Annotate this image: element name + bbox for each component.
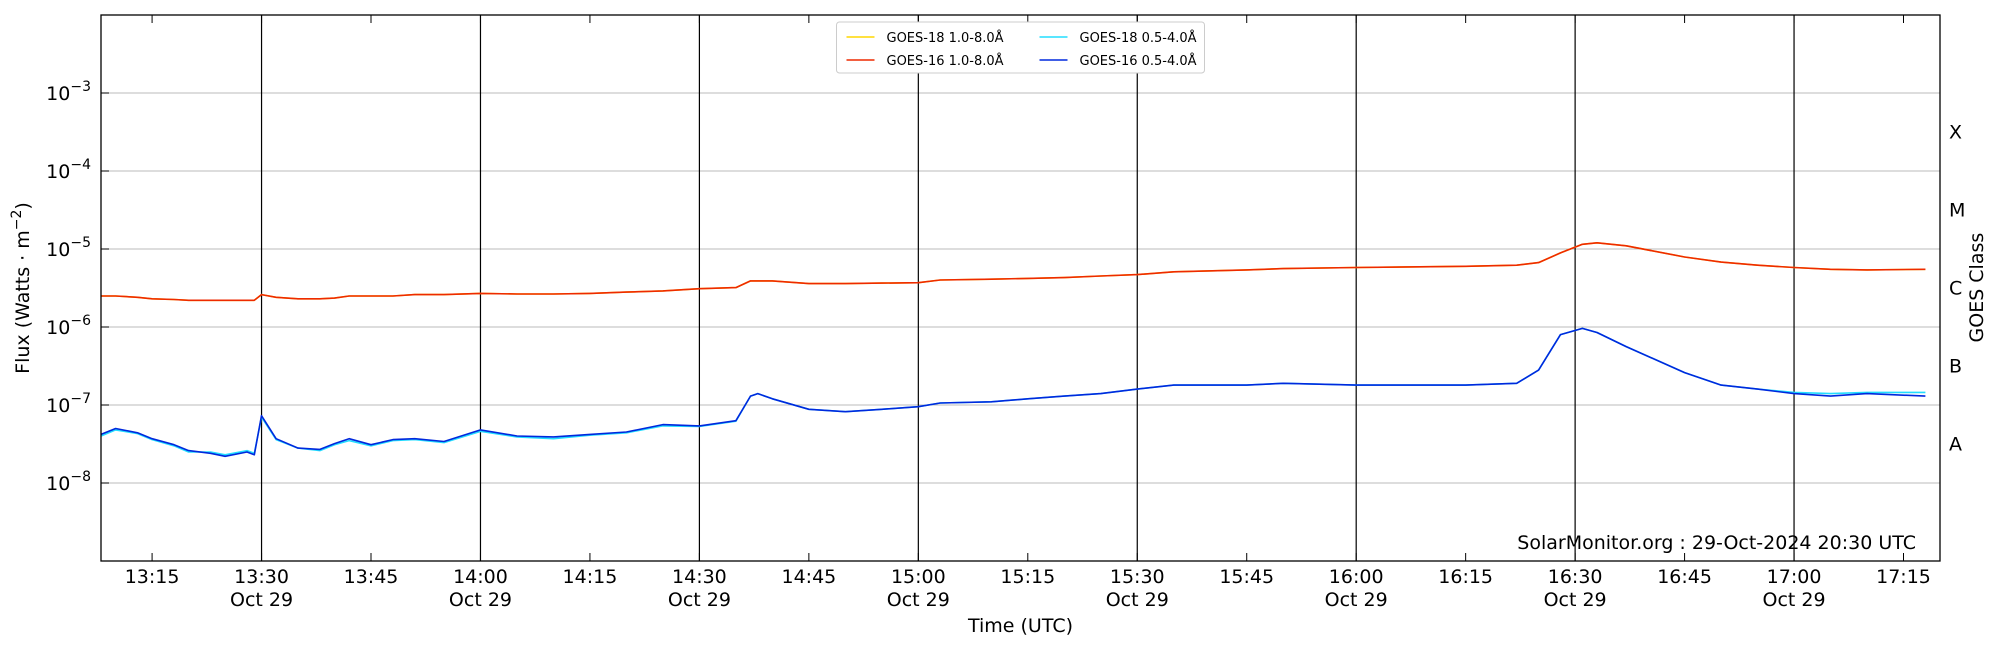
y2-tick-label: A <box>1949 434 1962 456</box>
x-tick-label: 13:30 <box>234 566 289 588</box>
y-tick-exponent: −6 <box>70 313 91 329</box>
x-tick-label: Oct 29 <box>887 589 950 611</box>
y-tick-base: 10 <box>46 83 70 105</box>
y-tick-base: 10 <box>46 395 70 417</box>
y2-tick-label: M <box>1949 200 1965 222</box>
x-tick-label: 15:45 <box>1219 566 1274 588</box>
y-tick-exponent: −7 <box>70 391 91 407</box>
series-line <box>101 242 1926 302</box>
legend-box <box>836 21 1205 74</box>
y-tick-base: 10 <box>46 161 70 183</box>
y-axis-label: Flux (Watts · m−2) <box>9 202 34 374</box>
x-tick-label: 13:45 <box>344 566 399 588</box>
y-label-base: Flux (Watts · m <box>12 230 34 374</box>
x-tick-label: 14:45 <box>781 566 836 588</box>
x-tick-label: 14:00 <box>453 566 508 588</box>
x-tick-label: Oct 29 <box>1325 589 1388 611</box>
legend-label: GOES-16 0.5-4.0Å <box>1080 53 1197 69</box>
y-tick-exponent: −3 <box>70 79 91 95</box>
plot-frame <box>100 14 1941 562</box>
y-tick-base: 10 <box>46 239 70 261</box>
annotation: SolarMonitor.org : 29-Oct-2024 20:30 UTC <box>1517 532 1916 554</box>
y-tick-exponent: −4 <box>70 157 91 173</box>
y-label-end: ) <box>12 202 34 209</box>
x-tick-label: 15:30 <box>1110 566 1165 588</box>
y-tick-base: 10 <box>46 473 70 495</box>
y2-tick-label: B <box>1949 356 1962 378</box>
legend-label: GOES-16 1.0-8.0Å <box>887 53 1004 69</box>
y-tick-label: 10−6 <box>46 313 91 339</box>
y-tick-exponent: −8 <box>70 469 91 485</box>
y2-axis-label: GOES Class <box>1966 233 1988 343</box>
x-tick-label: 16:45 <box>1657 566 1712 588</box>
y-tick-label: 10−7 <box>46 391 91 417</box>
x-tick-label: Oct 29 <box>1544 589 1607 611</box>
legend-label: GOES-18 0.5-4.0Å <box>1080 30 1197 46</box>
y-tick-label: 10−8 <box>46 469 91 495</box>
x-tick-label: Oct 29 <box>449 589 512 611</box>
x-tick-label: 17:15 <box>1876 566 1931 588</box>
x-tick-label: Oct 29 <box>230 589 293 611</box>
y-tick-label: 10−5 <box>46 235 91 261</box>
y2-tick-label: C <box>1949 278 1962 300</box>
y-tick-exponent: −5 <box>70 235 91 251</box>
x-tick-label: 15:00 <box>891 566 946 588</box>
x-tick-label: 17:00 <box>1767 566 1822 588</box>
x-tick-label: 13:15 <box>125 566 180 588</box>
x-tick-label: 16:00 <box>1329 566 1384 588</box>
x-tick-label: Oct 29 <box>1763 589 1826 611</box>
x-axis-label: Time (UTC) <box>967 615 1073 637</box>
x-tick-label: 14:30 <box>672 566 727 588</box>
x-tick-label: Oct 29 <box>1106 589 1169 611</box>
legend-label: GOES-18 1.0-8.0Å <box>887 30 1004 46</box>
y-label-exponent: −2 <box>9 210 25 231</box>
x-tick-label: 15:15 <box>1000 566 1055 588</box>
x-tick-label: 16:30 <box>1548 566 1603 588</box>
x-tick-label: 14:15 <box>563 566 618 588</box>
series-line <box>100 327 1926 458</box>
x-tick-label: Oct 29 <box>668 589 731 611</box>
y-tick-base: 10 <box>46 317 70 339</box>
y-tick-label: 10−4 <box>46 157 91 183</box>
x-tick-label: 16:15 <box>1438 566 1493 588</box>
y-tick-label: 10−3 <box>46 79 91 105</box>
y2-tick-label: X <box>1949 122 1962 144</box>
